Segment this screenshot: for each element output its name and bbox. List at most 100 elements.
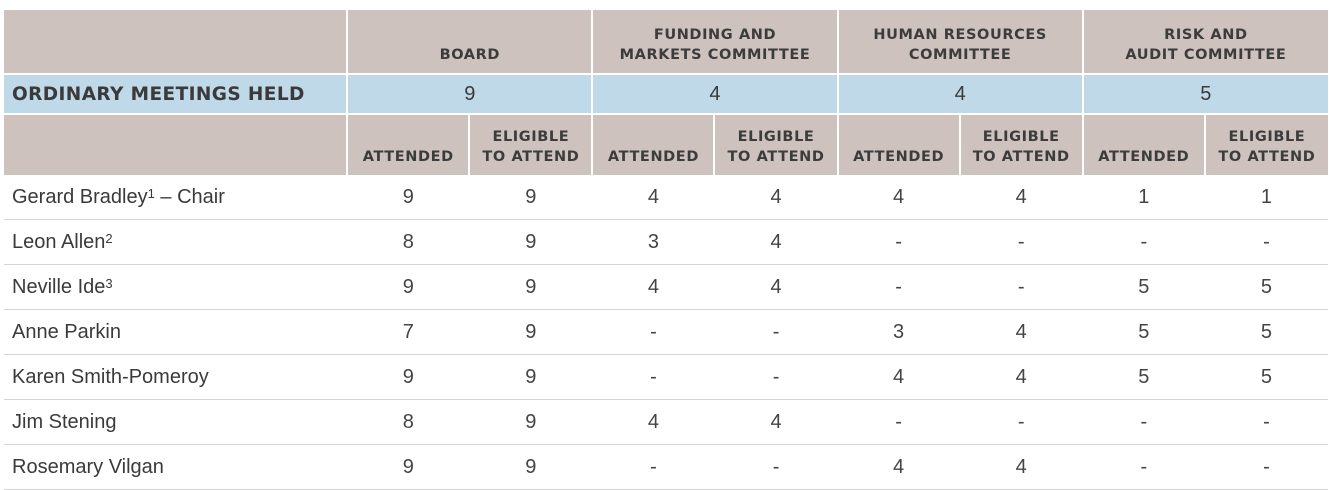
subheader-eligible-line2: TO ATTEND [727, 149, 825, 165]
header-risk-line2: AUDIT COMMITTEE [1125, 47, 1287, 63]
eligible-value: - [714, 354, 838, 400]
eligible-value: 9 [469, 175, 593, 220]
subheader-eligible: ELIGIBLE TO ATTEND [713, 114, 838, 175]
director-name: Leon Allen [12, 230, 106, 253]
subheader-attended-label: ATTENDED [607, 149, 699, 165]
director-name-cell: Karen Smith-Pomeroy [4, 354, 348, 400]
meetings-risk-value: 5 [1081, 73, 1328, 115]
attended-value: 3 [592, 219, 715, 265]
eligible-value: - [1204, 444, 1328, 490]
footnote-marker: 2 [105, 230, 113, 246]
attended-value: 8 [347, 219, 470, 265]
header-human-resources: HUMAN RESOURCES COMMITTEE [836, 10, 1083, 74]
attended-value: 4 [837, 354, 960, 400]
meetings-held-label: ORDINARY MEETINGS HELD [4, 73, 348, 115]
attendance-table: BOARD FUNDING AND MARKETS COMMITTEE HUMA… [4, 10, 1328, 490]
table-row: Jim Stening 8 9 4 4- - - - [4, 399, 1328, 445]
attended-value: - [592, 309, 715, 355]
attended-value: 4 [837, 175, 960, 220]
table-row: Leon Allen2 8 9 3 4- - - - [4, 219, 1328, 265]
header-funding-line1: FUNDING AND [653, 27, 777, 43]
footnote-marker: 1 [147, 185, 155, 201]
subheader-eligible-line2: TO ATTEND [972, 149, 1070, 165]
attended-value: 3 [837, 309, 960, 355]
director-name: Anne Parkin [12, 320, 121, 343]
eligible-value: 9 [469, 399, 593, 445]
attended-value: - [1082, 399, 1205, 445]
subheader-eligible-line1: ELIGIBLE [1228, 129, 1306, 145]
eligible-value: 4 [714, 219, 838, 265]
attended-value: 5 [1082, 264, 1205, 310]
eligible-value: 9 [469, 444, 593, 490]
attended-value: - [837, 264, 960, 310]
director-name: Neville Ide [12, 275, 106, 298]
attended-value: - [1082, 219, 1205, 265]
eligible-value: 5 [1204, 264, 1328, 310]
director-name: Karen Smith-Pomeroy [12, 365, 209, 388]
subheader-eligible-line1: ELIGIBLE [492, 129, 570, 145]
table-row: Karen Smith-Pomeroy 9 9- -4 4 5 5 [4, 354, 1328, 400]
eligible-value: 9 [469, 309, 593, 355]
header-board: BOARD [346, 10, 593, 74]
committee-header-row: BOARD FUNDING AND MARKETS COMMITTEE HUMA… [4, 10, 1328, 74]
eligible-value: - [1204, 399, 1328, 445]
subheader-eligible: ELIGIBLE TO ATTEND [958, 114, 1083, 175]
director-name-cell: Anne Parkin [4, 309, 348, 355]
header-empty-cell [4, 10, 348, 74]
meetings-board-value: 9 [346, 73, 593, 115]
table-row: Neville Ide3 9 9 4 4- -5 5 [4, 264, 1328, 310]
attended-value: 9 [347, 354, 470, 400]
eligible-value: - [959, 264, 1083, 310]
director-name: Rosemary Vilgan [12, 455, 164, 478]
attended-value: 7 [347, 309, 470, 355]
director-name-cell: Leon Allen2 [4, 219, 348, 265]
eligible-value: 4 [959, 175, 1083, 220]
meetings-funding-value: 4 [591, 73, 838, 115]
eligible-value: - [714, 444, 838, 490]
subheader-eligible-line2: TO ATTEND [1218, 149, 1316, 165]
eligible-value: 4 [714, 399, 838, 445]
attended-value: 4 [592, 264, 715, 310]
attended-value: 5 [1082, 354, 1205, 400]
director-role: – Chair [154, 185, 225, 208]
header-funding-markets: FUNDING AND MARKETS COMMITTEE [591, 10, 838, 74]
subheader-attended: ATTENDED [836, 114, 960, 175]
subheader-row: ATTENDED ELIGIBLE TO ATTEND ATTENDED ELIGIBL… [4, 114, 1328, 175]
header-board-line2: BOARD [439, 47, 501, 63]
table-row: Anne Parkin 7 9- -3 4 5 5 [4, 309, 1328, 355]
header-hr-line2: COMMITTEE [908, 47, 1012, 63]
subheader-attended: ATTENDED [346, 114, 470, 175]
eligible-value: - [1204, 219, 1328, 265]
subheader-eligible-line1: ELIGIBLE [982, 129, 1060, 145]
subheader-attended-label: ATTENDED [1098, 149, 1190, 165]
director-name-cell: Gerard Bradley1 – Chair [4, 175, 348, 220]
eligible-value: - [714, 309, 838, 355]
director-name-cell: Neville Ide3 [4, 264, 348, 310]
subheader-eligible: ELIGIBLE TO ATTEND [468, 114, 593, 175]
attended-value: - [837, 399, 960, 445]
attended-value: - [1082, 444, 1205, 490]
subheader-attended-label: ATTENDED [362, 149, 454, 165]
header-hr-line1: HUMAN RESOURCES [873, 27, 1047, 43]
eligible-value: 5 [1204, 354, 1328, 400]
eligible-value: 9 [469, 354, 593, 400]
director-name-cell: Jim Stening [4, 399, 348, 445]
eligible-value: 4 [714, 264, 838, 310]
attended-value: - [592, 444, 715, 490]
eligible-value: 9 [469, 264, 593, 310]
meetings-hr-value: 4 [836, 73, 1083, 115]
subheader-eligible-line2: TO ATTEND [482, 149, 580, 165]
subheader-empty-cell [4, 114, 348, 175]
eligible-value: 4 [959, 444, 1083, 490]
subheader-eligible-line1: ELIGIBLE [737, 129, 815, 145]
header-funding-line2: MARKETS COMMITTEE [619, 47, 811, 63]
meetings-held-row: ORDINARY MEETINGS HELD 9 4 4 5 [4, 73, 1328, 115]
attended-value: 9 [347, 264, 470, 310]
eligible-value: 4 [714, 175, 838, 220]
table-row: Rosemary Vilgan 9 9- -4 4- - [4, 444, 1328, 490]
eligible-value: 4 [959, 354, 1083, 400]
table-row: Gerard Bradley1 – Chair 9 9 4 4 4 4 1 1 [4, 175, 1328, 220]
eligible-value: 9 [469, 219, 593, 265]
attended-value: 4 [592, 175, 715, 220]
attended-value: 9 [347, 444, 470, 490]
